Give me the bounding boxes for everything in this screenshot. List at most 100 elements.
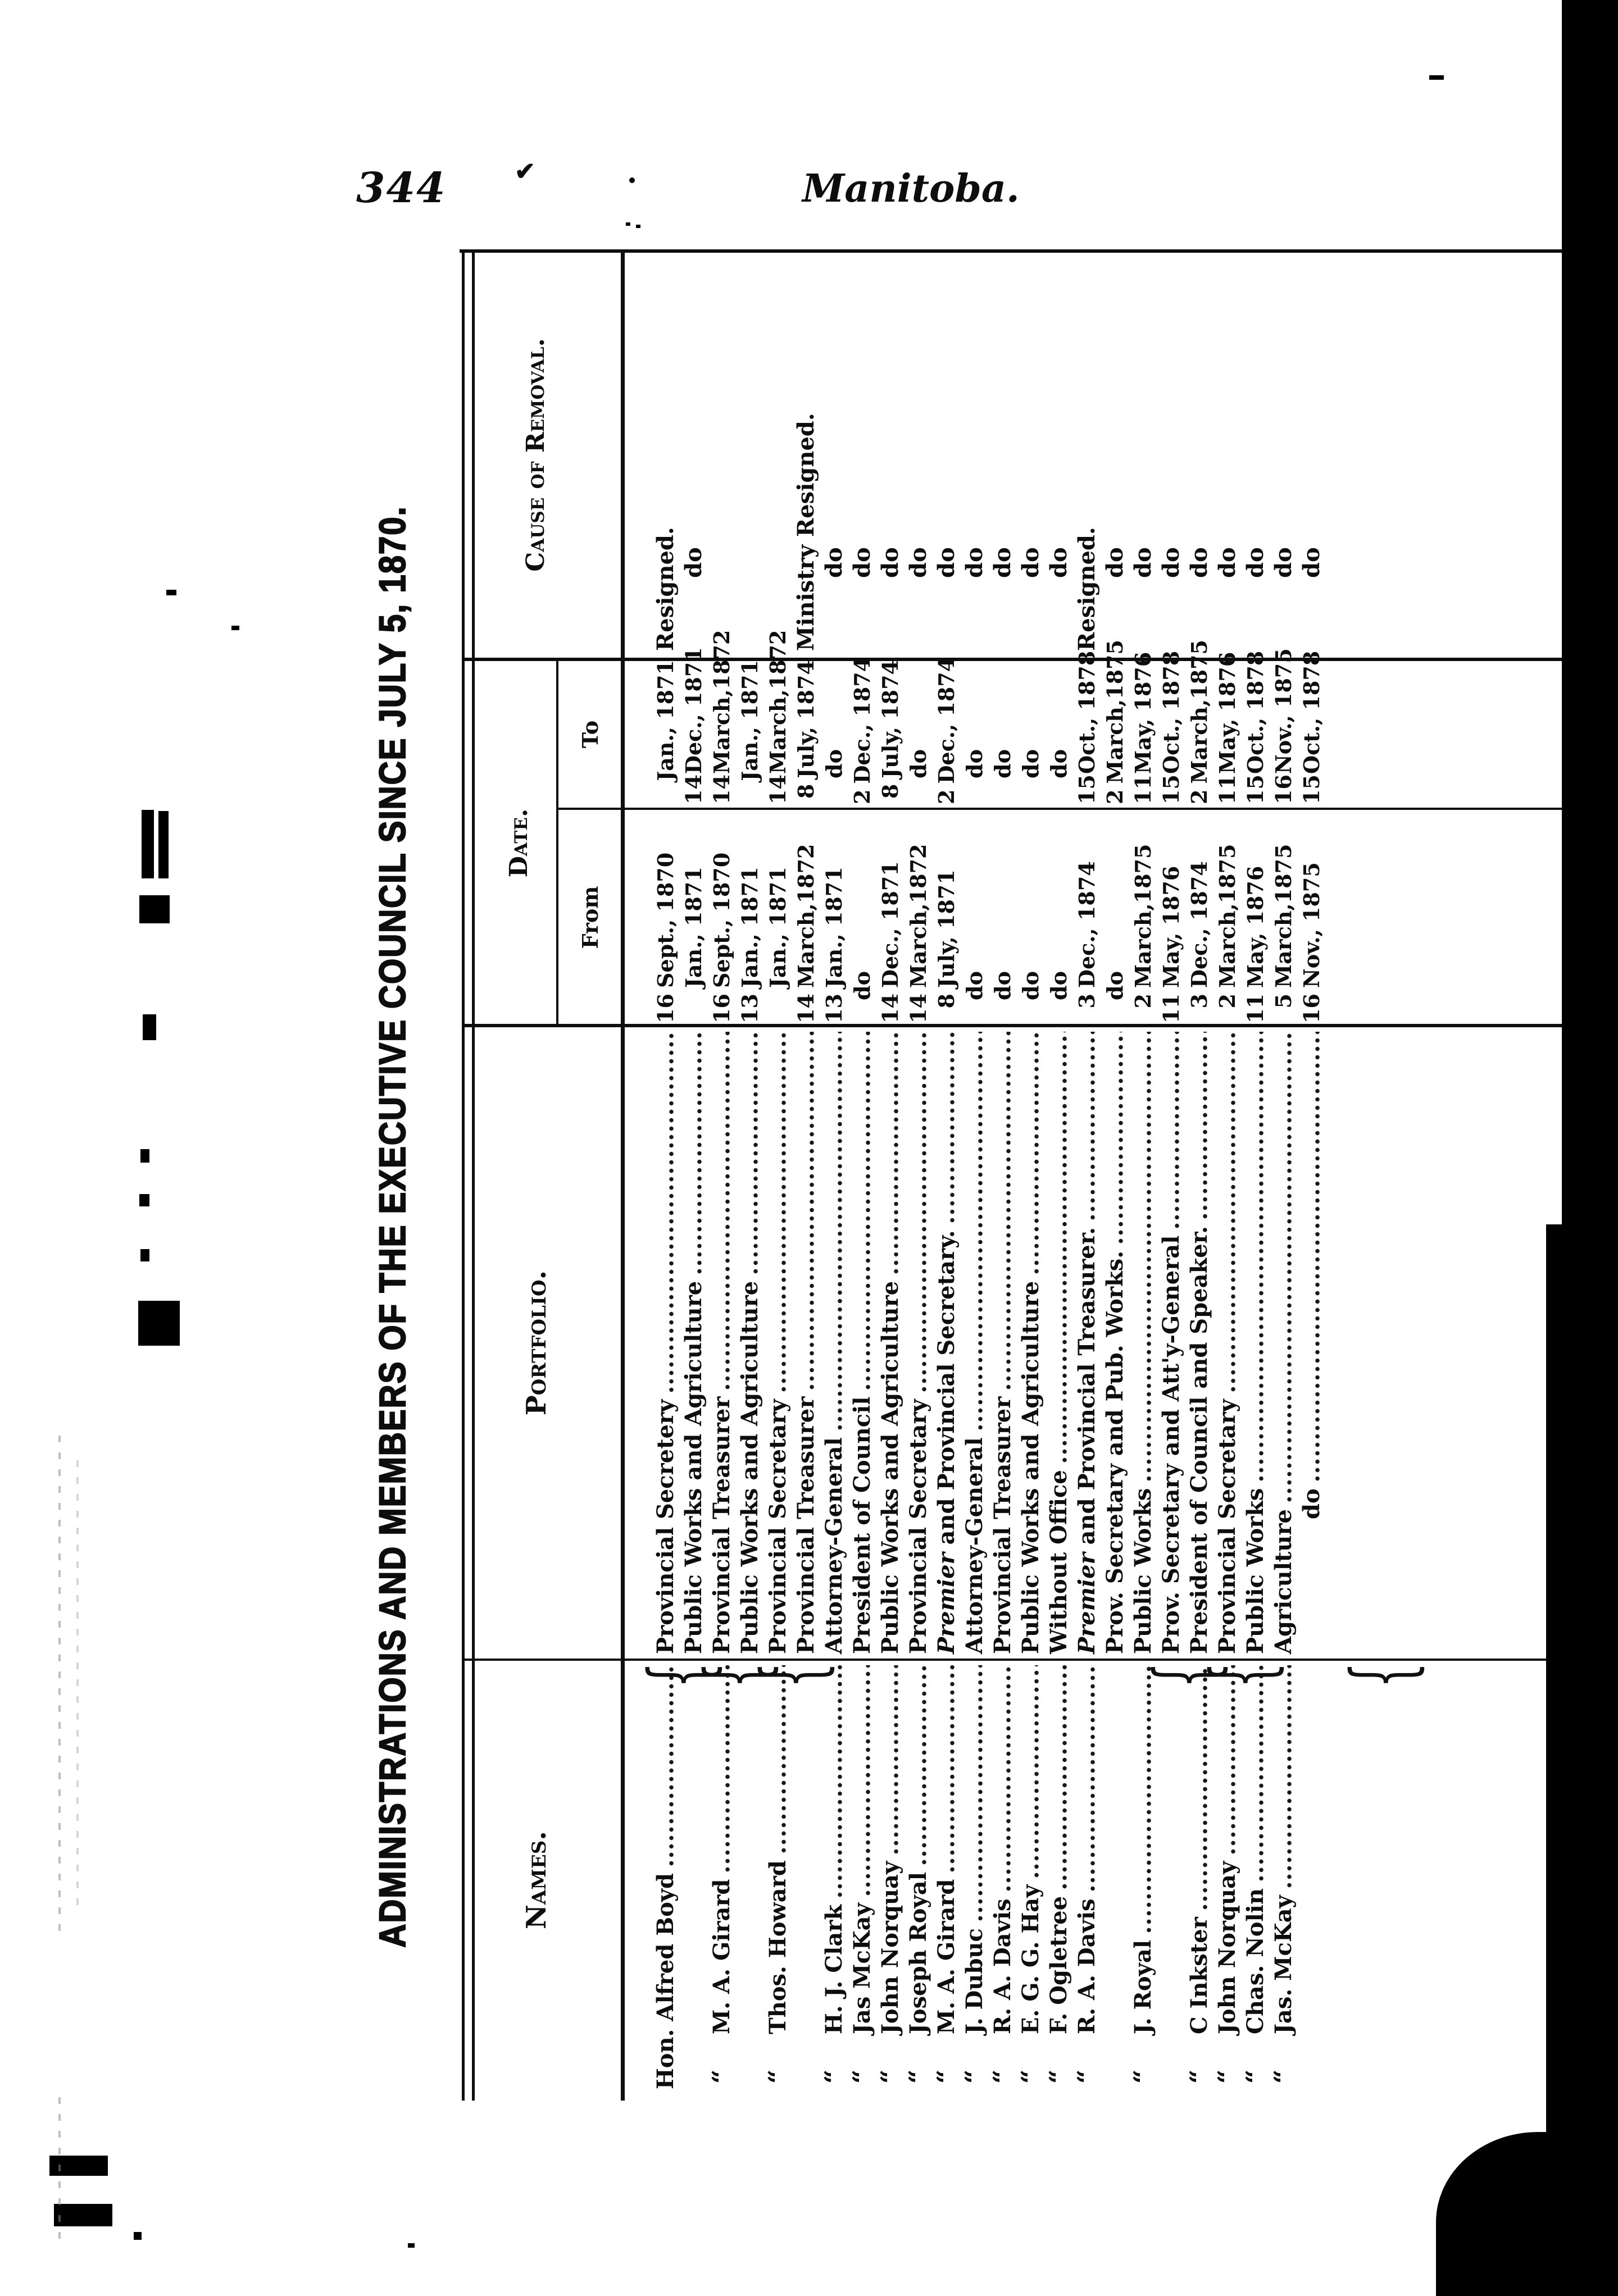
date-month-year: March,1875 <box>1130 844 1156 988</box>
member-name: Chas. Nolin <box>1242 1888 1269 2034</box>
name-cell <box>680 1660 708 2101</box>
rotated-table-block: ADMINISTRATIONS AND MEMBERS OF THE EXECU… <box>315 85 1618 2197</box>
cause-cell: do <box>1129 250 1157 660</box>
dot-leader <box>1287 1032 1292 1505</box>
portfolio-cell: Provincial Secretery <box>652 1026 680 1660</box>
date-month-year: March,1875 <box>1215 844 1240 988</box>
name-cell: “ John Norquay <box>1213 1660 1242 2101</box>
dot-leader <box>1062 1665 1067 1892</box>
date-month-year: Oct., 1878 <box>1243 650 1268 774</box>
cause-text: do <box>933 547 960 578</box>
from-date-cell: 3 Dec., 1874 <box>1073 809 1101 1026</box>
date-day: 11 <box>1215 775 1240 804</box>
to-date-cell: 2 Dec., 1874 <box>848 657 876 809</box>
date-month-year: July, 1874 <box>793 660 819 778</box>
cause-cell: do <box>1045 250 1073 660</box>
name-cell <box>1157 1660 1185 2101</box>
dot-leader <box>1230 1032 1236 1395</box>
table-row: “ E. G. G. Hay Public Works and Agricultur… <box>1016 250 1045 2101</box>
table-row: “ Jas. McKay Agriculture 5 March,1875 16 Nov.,… <box>1269 250 1298 2101</box>
date-day: 2 <box>849 789 875 804</box>
to-date-cell: 8 July, 1874 <box>792 660 820 809</box>
portfolio-cell: Premier and Provincial Secretary. <box>933 1026 961 1660</box>
portfolio-text: Agriculture <box>1270 1509 1297 1654</box>
scan-speck-6 <box>408 2243 415 2248</box>
to-date-cell: do <box>905 660 933 809</box>
from-date-cell: 16 Sept., 1870 <box>652 809 680 1026</box>
table-row: “ Thos. Howard Provincial Secretary Jan., 1… <box>763 250 792 2101</box>
table-row: “ R. A. Davis Provincial Treasurer do do do <box>988 250 1017 2101</box>
from-date-cell: 14 March,1872 <box>792 809 820 1026</box>
ditto-mark: “ <box>820 2069 848 2084</box>
member-name: Thos. Howard <box>765 1860 791 2034</box>
from-date-cell: 11 May, 1876 <box>1157 809 1185 1026</box>
cause-text: do <box>1046 547 1072 578</box>
to-date-cell: Jan., 1871 <box>652 660 680 809</box>
cause-cell: do <box>905 250 933 660</box>
date-month-year: Jan., 1871 <box>737 867 762 988</box>
member-name: M. A. Girard <box>708 1879 735 2034</box>
name-cell: “ H. J. Clark <box>820 1660 848 2101</box>
dot-leader <box>1258 1032 1264 1484</box>
ditto-do: do <box>962 749 987 778</box>
table-row: Provincial Treasurer 14 March,1872 8 July, 1… <box>792 250 820 2101</box>
cause-text: do <box>1214 547 1240 578</box>
portfolio-cell: Agriculture <box>1270 1026 1298 1660</box>
scan-mark-left-1 <box>143 1014 156 1040</box>
portfolio-cell: Prov. Secretary and Att'y-General <box>1157 1026 1185 1660</box>
ditto-do: do <box>990 749 1015 778</box>
name-cell <box>1101 1660 1129 2101</box>
date-day: 15 <box>1158 775 1184 804</box>
dot-leader <box>893 1032 899 1277</box>
table-row: Hon. Alfred Boyd Provincial Secretery 16 Se… <box>652 250 680 2101</box>
name-cell: Hon. Alfred Boyd <box>652 1660 680 2101</box>
dot-leader <box>1146 1032 1152 1484</box>
dot-leader <box>1034 1032 1039 1277</box>
dot-leader <box>865 1665 871 1899</box>
date-day: 16 <box>1299 994 1324 1023</box>
scan-dotted-line-3 <box>58 2097 61 2249</box>
portfolio-text: Provincial Secretary <box>1214 1399 1240 1654</box>
name-cell: “ E. G. G. Hay <box>1016 1660 1045 2101</box>
to-date-cell: do <box>961 660 989 809</box>
ditto-mark: “ <box>1185 2069 1214 2084</box>
date-month-year: March,1875 <box>1187 640 1212 784</box>
table-row: Public Works and Agriculture Jan., 1871 14… <box>680 250 708 2101</box>
from-date-cell: do <box>1101 809 1129 1026</box>
ditto-mark: “ <box>876 2069 905 2084</box>
portfolio-text: Without Office <box>1046 1470 1072 1654</box>
date-month-year: March,1875 <box>1271 844 1296 988</box>
from-date-cell: 8 July, 1871 <box>933 809 961 1026</box>
date-day: 15 <box>1074 775 1099 804</box>
cause-cell: do <box>876 250 905 660</box>
cause-text: do <box>821 547 847 578</box>
ditto-do: do <box>1102 971 1128 1000</box>
name-cell <box>792 1660 820 2101</box>
scan-speck-8 <box>1429 75 1444 80</box>
cause-text: do <box>905 547 931 578</box>
portfolio-cell: Prov. Secretary and Pub. Works. <box>1101 1026 1129 1660</box>
member-name: Hon. Alfred Boyd <box>652 1873 679 2089</box>
date-day: 15 <box>1243 775 1268 804</box>
cause-text: Resigned. <box>1074 527 1100 651</box>
portfolio-cell: President of Council <box>848 1026 876 1660</box>
table-row: “ Chas. Nolin Public Works 11 May, 1876 15 Oct… <box>1241 250 1270 2101</box>
date-month-year: Dec., 1871 <box>681 647 706 774</box>
dot-leader <box>837 1665 843 1900</box>
rule-date-sublabel <box>556 660 558 1026</box>
date-month-year: Dec., 1874 <box>934 657 959 784</box>
ditto-mark: “ <box>1016 2069 1045 2084</box>
from-date-cell: do <box>1017 809 1045 1026</box>
member-name: C Inkster <box>1186 1917 1212 2034</box>
date-month-year: Jan., 1871 <box>737 660 762 781</box>
date-month-year: Nov., 1875 <box>1271 648 1296 774</box>
portfolio-text: Provincial Treasurer <box>989 1396 1016 1654</box>
portfolio-text: Prov. Secretary and Att'y-General <box>1158 1235 1184 1654</box>
cause-text: do <box>1017 547 1044 578</box>
ditto-mark: “ <box>1213 2069 1242 2084</box>
group-brace: { <box>744 1661 840 1688</box>
dot-leader <box>1062 1032 1067 1466</box>
cause-cell <box>708 250 736 660</box>
from-date-cell: 14 Dec., 1871 <box>876 809 905 1026</box>
cause-cell: do <box>1157 250 1185 660</box>
